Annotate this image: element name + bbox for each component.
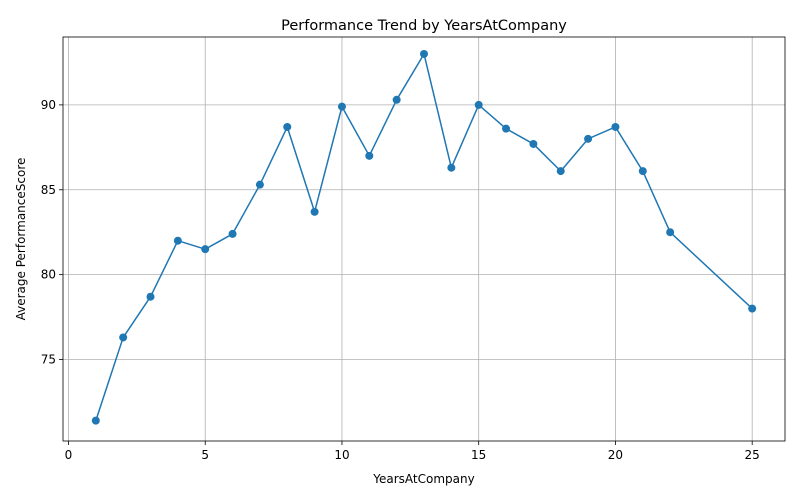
y-tick-label: 80 xyxy=(41,268,56,282)
data-point xyxy=(420,49,428,58)
data-point xyxy=(365,151,374,160)
data-point xyxy=(119,333,128,342)
y-tick-label: 75 xyxy=(41,353,56,367)
data-series xyxy=(91,49,757,425)
data-point xyxy=(666,228,675,237)
x-tick-label: 0 xyxy=(65,448,73,462)
data-point xyxy=(91,416,100,425)
data-point xyxy=(611,122,620,131)
data-point xyxy=(146,292,155,301)
series-line xyxy=(95,53,753,421)
data-point xyxy=(201,245,210,254)
x-tick-label: 15 xyxy=(471,448,486,462)
data-point xyxy=(392,95,401,104)
data-point xyxy=(529,139,538,148)
y-tick-label: 90 xyxy=(41,98,56,112)
data-point xyxy=(474,100,483,109)
chart-title: Performance Trend by YearsAtCompany xyxy=(281,18,567,34)
data-point xyxy=(255,180,264,189)
x-tick-label: 25 xyxy=(745,448,760,462)
data-point xyxy=(502,124,511,133)
data-point xyxy=(556,167,565,176)
data-point xyxy=(310,207,319,216)
x-tick-label: 10 xyxy=(334,448,349,462)
data-point xyxy=(447,163,456,172)
x-axis-label: YearsAtCompany xyxy=(372,472,474,486)
data-point xyxy=(638,167,647,176)
data-point xyxy=(584,134,593,143)
data-point xyxy=(173,236,182,245)
data-point xyxy=(228,229,237,238)
y-tick-label: 85 xyxy=(41,183,56,197)
data-point xyxy=(748,304,757,313)
data-point xyxy=(283,122,292,131)
y-axis-label: Average PerformanceScore xyxy=(14,158,28,321)
x-tick-label: 20 xyxy=(608,448,623,462)
axis-ticks: 0 5 10 15 20 25 75 80 85 90 xyxy=(41,98,760,462)
x-tick-label: 5 xyxy=(201,448,209,462)
data-point xyxy=(337,102,346,111)
plot-area-frame xyxy=(62,36,786,442)
